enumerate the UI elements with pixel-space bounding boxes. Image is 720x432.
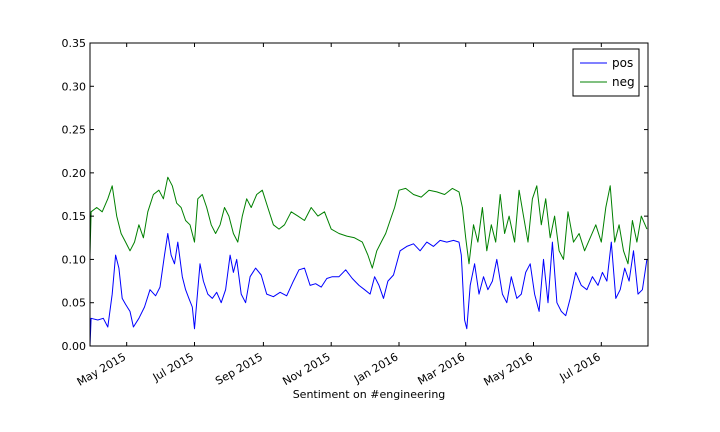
x-tick-label: Jul 2016 — [557, 350, 603, 384]
y-tick-label: 0.10 — [62, 253, 87, 266]
y-tick-label: 0.15 — [62, 210, 87, 223]
y-tick-label: 0.25 — [62, 124, 87, 137]
x-tick-label: Nov 2015 — [280, 350, 332, 388]
x-tick-label: May 2016 — [482, 350, 535, 388]
x-tick-label: May 2015 — [75, 350, 128, 388]
x-tick-label: Jan 2016 — [351, 350, 400, 386]
legend-label-neg: neg — [612, 75, 635, 89]
legend: pos neg — [572, 48, 640, 97]
x-tick-label: Mar 2016 — [415, 350, 467, 387]
y-axis: 0.00 0.05 0.10 0.15 0.20 0.25 0.30 0.35 — [62, 37, 648, 353]
y-tick-label: 0.35 — [62, 37, 87, 50]
y-tick-label: 0.00 — [62, 340, 87, 353]
series-line-pos — [89, 233, 648, 347]
y-tick-label: 0.05 — [62, 297, 87, 310]
legend-box — [572, 48, 640, 97]
legend-label-pos: pos — [612, 56, 633, 70]
x-axis-label: Sentiment on #engineering — [293, 388, 446, 401]
x-tick-label: Jul 2015 — [150, 350, 196, 384]
plot-lines — [89, 176, 648, 347]
series-line-neg — [89, 176, 648, 269]
y-tick-label: 0.30 — [62, 80, 87, 93]
y-tick-label: 0.20 — [62, 167, 87, 180]
x-tick-label: Sep 2015 — [213, 350, 265, 387]
plot-frame — [89, 42, 649, 347]
